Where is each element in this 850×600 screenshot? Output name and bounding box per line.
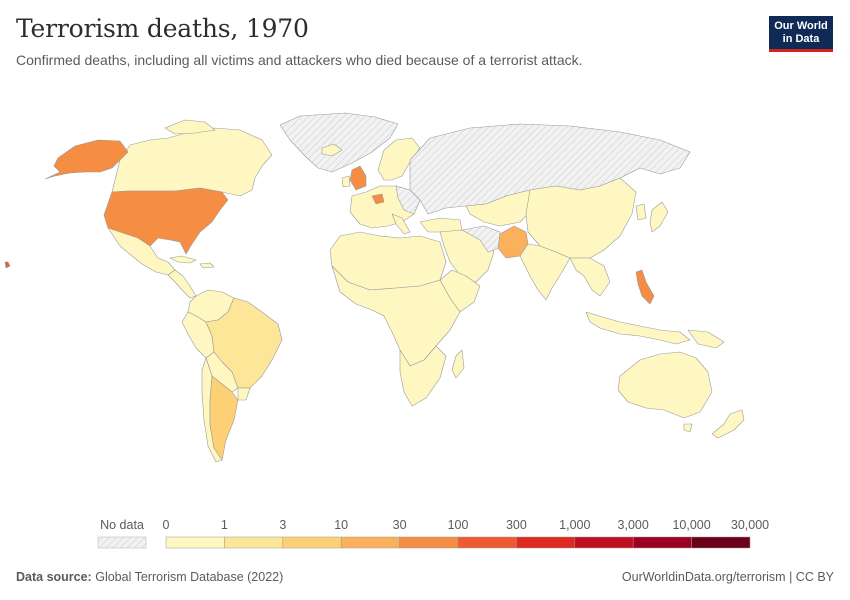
data-source: Data source: Global Terrorism Database (… <box>16 570 283 584</box>
legend-tick-10: 30,000 <box>731 518 769 532</box>
country-japan[interactable] <box>649 201 669 233</box>
country-india[interactable] <box>519 243 571 301</box>
chart-subtitle: Confirmed deaths, including all victims … <box>16 52 583 68</box>
country-southern-africa[interactable] <box>399 345 447 407</box>
no-data-swatch <box>97 536 147 549</box>
country-alaska[interactable] <box>44 139 129 180</box>
country-cuba[interactable] <box>169 255 197 264</box>
country-tasmania[interactable] <box>683 423 693 433</box>
legend-bin-4[interactable] <box>399 536 459 549</box>
country-turkey[interactable] <box>419 217 463 233</box>
country-uruguay[interactable] <box>237 387 251 401</box>
logo-line-2: in Data <box>782 33 820 45</box>
country-canada[interactable] <box>111 127 273 197</box>
data-source-label: Data source: <box>16 570 92 584</box>
legend-tick-5: 100 <box>448 518 469 532</box>
country-east-africa[interactable] <box>439 269 481 313</box>
country-hispaniola[interactable] <box>199 262 215 269</box>
country-china[interactable] <box>525 177 637 259</box>
legend-tick-4: 30 <box>393 518 407 532</box>
chart-title: Terrorism deaths, 1970 <box>16 14 309 43</box>
legend-tick-2: 3 <box>279 518 286 532</box>
country-australia[interactable] <box>617 351 713 419</box>
country-hawaii[interactable] <box>4 261 11 269</box>
country-philippines[interactable] <box>635 269 655 305</box>
legend-bin-9[interactable] <box>691 536 751 549</box>
country-argentina[interactable] <box>209 375 239 461</box>
owid-logo[interactable]: Our World in Data <box>769 16 833 52</box>
country-germany[interactable] <box>371 193 385 205</box>
legend-bin-0[interactable] <box>165 536 225 549</box>
logo-line-1: Our World <box>774 20 828 32</box>
legend-bin-8[interactable] <box>632 536 692 549</box>
credit-link[interactable]: OurWorldinData.org/terrorism | CC BY <box>621 570 834 584</box>
world-map[interactable] <box>0 90 850 510</box>
legend-bin-2[interactable] <box>282 536 342 549</box>
no-data-label: No data <box>100 518 144 532</box>
country-canada-islands[interactable] <box>164 119 216 135</box>
color-legend: No data 0 1 3 10 30 100 300 1,000 3,000 10,000 30,… <box>0 512 850 552</box>
legend-bin-7[interactable] <box>574 536 634 549</box>
legend-bin-3[interactable] <box>340 536 400 549</box>
country-korea[interactable] <box>635 203 647 221</box>
country-united-kingdom[interactable] <box>349 165 367 191</box>
country-new-zealand[interactable] <box>711 409 745 439</box>
country-madagascar[interactable] <box>451 349 465 379</box>
legend-tick-9: 10,000 <box>672 518 710 532</box>
country-new-guinea[interactable] <box>687 329 725 349</box>
no-data-legend-item[interactable]: No data <box>97 518 147 549</box>
legend-bin-5[interactable] <box>457 536 517 549</box>
data-source-text[interactable]: Global Terrorism Database (2022) <box>95 570 284 584</box>
legend-bin-6[interactable] <box>516 536 576 549</box>
country-central-america[interactable] <box>167 269 197 299</box>
country-italy[interactable] <box>391 213 411 235</box>
country-eastern-bloc[interactable] <box>395 185 421 215</box>
legend-tick-0: 0 <box>163 518 170 532</box>
country-indonesia[interactable] <box>585 311 691 345</box>
country-greenland[interactable] <box>279 112 399 173</box>
legend-tick-6: 300 <box>506 518 527 532</box>
legend-bin-1[interactable] <box>224 536 284 549</box>
legend-tick-1: 1 <box>221 518 228 532</box>
legend-tick-7: 1,000 <box>559 518 590 532</box>
legend-tick-3: 10 <box>334 518 348 532</box>
country-ireland[interactable] <box>341 175 351 188</box>
country-southeast-asia[interactable] <box>569 257 611 297</box>
country-iceland[interactable] <box>321 143 343 157</box>
legend-tick-8: 3,000 <box>618 518 649 532</box>
